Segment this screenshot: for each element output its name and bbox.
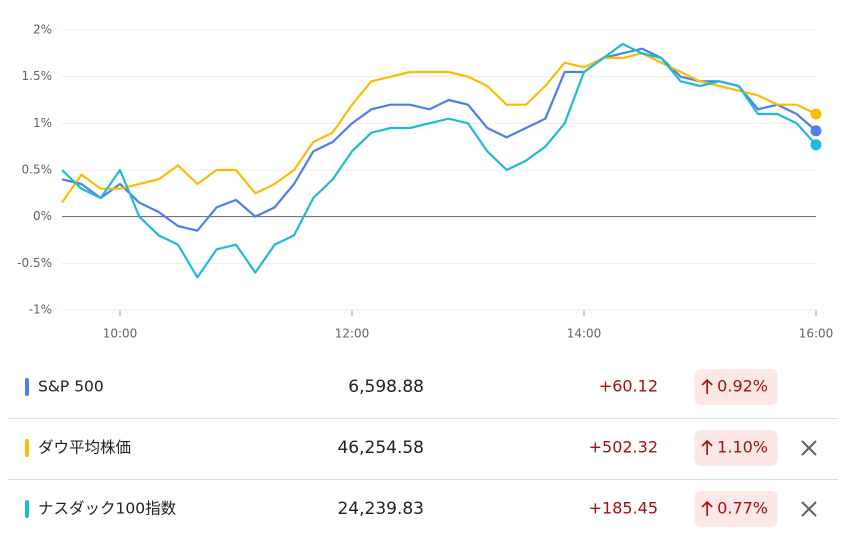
x-tick-label: 10:00 — [103, 327, 138, 341]
percent-pill: 0.92% — [694, 369, 778, 405]
x-tick-label: 16:00 — [799, 327, 834, 341]
percent-pill: 0.77% — [694, 491, 778, 527]
series-line — [61, 42, 817, 279]
percent: 0.77% — [717, 499, 768, 518]
y-tick-label: 2% — [33, 23, 52, 37]
end-dot — [810, 139, 822, 151]
series-color-bar — [25, 378, 29, 396]
series-color-bar — [25, 439, 29, 457]
remove-button[interactable] — [801, 501, 817, 517]
up-arrow — [701, 439, 713, 455]
percent: 1.10% — [717, 438, 768, 457]
series-line — [61, 52, 817, 204]
change: +502.32 — [589, 438, 658, 457]
y-tick-label: -1% — [29, 303, 52, 317]
up-arrow — [701, 500, 713, 516]
pill-bg — [694, 430, 778, 466]
y-tick-label: 1% — [33, 116, 52, 130]
y-tick-label: 1.5% — [22, 69, 53, 83]
y-tick-label: 0% — [33, 209, 52, 223]
change: +185.45 — [589, 499, 658, 518]
price: 24,239.83 — [337, 499, 424, 519]
price: 6,598.88 — [348, 377, 424, 397]
percent: 0.92% — [717, 377, 768, 396]
x-tick-label: 12:00 — [335, 327, 370, 341]
symbol-name: ナスダック100指数 — [38, 500, 177, 518]
symbol-name: S&P 500 — [38, 378, 104, 396]
y-tick-label: -0.5% — [17, 256, 52, 270]
x-tick-label: 14:00 — [567, 327, 602, 341]
pill-bg — [694, 491, 778, 527]
price: 46,254.58 — [337, 438, 424, 458]
series-color-bar — [25, 500, 29, 518]
end-dot — [810, 108, 822, 120]
remove-button[interactable] — [801, 440, 817, 456]
pill-bg — [694, 369, 778, 405]
symbol-name: ダウ平均株価 — [38, 439, 131, 457]
y-tick-label: 0.5% — [22, 163, 53, 177]
end-dot — [810, 125, 822, 137]
up-arrow — [701, 378, 713, 394]
change: +60.12 — [599, 377, 658, 396]
percent-pill: 1.10% — [694, 430, 778, 466]
series-line — [61, 47, 817, 232]
